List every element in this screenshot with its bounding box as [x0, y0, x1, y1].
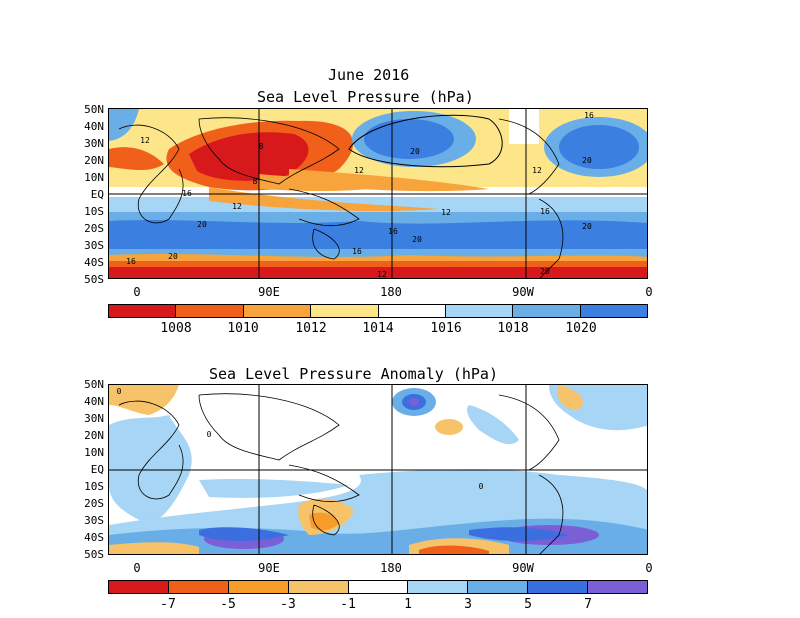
slp-map: 12 8 8 12 12 16 12 20 16 20 20 16 16 12 … — [108, 108, 648, 279]
anomaly-map-graphic: 0 0 0 — [109, 385, 647, 554]
colorbar-label: -7 — [160, 597, 176, 612]
colorbar-swatch — [109, 305, 177, 317]
chart-title-slp: Sea Level Pressure (hPa) — [257, 88, 474, 106]
anomaly-map: 0 0 0 — [108, 384, 648, 555]
lat-label: 50S — [84, 548, 104, 561]
lon-label: 90E — [258, 285, 280, 299]
lat-label: 20N — [84, 429, 104, 442]
lat-label: 20S — [84, 497, 104, 510]
lat-label: 30N — [84, 412, 104, 425]
contour-label: 16 — [584, 111, 594, 120]
colorbar-swatch — [408, 581, 469, 593]
lat-label: 40S — [84, 531, 104, 544]
slp-colorbar — [108, 304, 648, 318]
lat-label: 40N — [84, 395, 104, 408]
anomaly-colorbar — [108, 580, 648, 594]
colorbar-label: 3 — [464, 597, 472, 612]
colorbar-label: 1010 — [227, 321, 259, 336]
slp-map-graphic: 12 8 8 12 12 16 12 20 16 20 20 16 16 12 … — [109, 109, 647, 279]
contour-label: 20 — [168, 252, 178, 261]
colorbar-label: 1014 — [362, 321, 394, 336]
contour-label: 16 — [540, 207, 550, 216]
lat-label: EQ — [90, 463, 104, 476]
contour-label: 20 — [582, 222, 592, 231]
lon-label: 180 — [380, 285, 402, 299]
lon-label: 90W — [512, 561, 534, 575]
colorbar-swatch — [288, 581, 349, 593]
lat-label: 50S — [84, 273, 104, 286]
contour-label: 0 — [207, 430, 212, 439]
contour-label: 20 — [412, 235, 422, 244]
colorbar-swatch — [588, 581, 648, 593]
contour-label: 16 — [352, 247, 362, 256]
colorbar-swatch — [311, 305, 379, 317]
contour-label: 12 — [441, 208, 451, 217]
colorbar-swatch — [176, 305, 244, 317]
colorbar-swatch — [445, 305, 514, 317]
colorbar-swatch — [528, 581, 589, 593]
contour-label: 8 — [259, 142, 264, 151]
colorbar-swatch — [109, 581, 169, 593]
colorbar-swatch — [228, 581, 289, 593]
colorbar-swatch — [243, 305, 312, 317]
colorbar-swatch — [513, 305, 581, 317]
colorbar-label: 1016 — [430, 321, 462, 336]
lon-label: 0 — [645, 561, 653, 575]
contour-label: 8 — [253, 177, 258, 186]
contour-label: 12 — [377, 270, 387, 279]
colorbar-label: 1012 — [295, 321, 327, 336]
lat-label: 10S — [84, 480, 104, 493]
lat-label: 30S — [84, 514, 104, 527]
contour-label: 20 — [540, 267, 550, 276]
contour-label: 0 — [117, 387, 122, 396]
lon-label: 180 — [380, 561, 402, 575]
colorbar-label: -1 — [340, 597, 356, 612]
contour-label: 12 — [232, 202, 242, 211]
lon-label: 0 — [133, 285, 141, 299]
colorbar-swatch — [468, 581, 529, 593]
contour-label: 12 — [532, 166, 542, 175]
chart-title-anomaly: Sea Level Pressure Anomaly (hPa) — [209, 365, 498, 383]
colorbar-label: 1018 — [497, 321, 529, 336]
colorbar-swatch — [580, 305, 647, 317]
lon-label: 90E — [258, 561, 280, 575]
colorbar-label: 7 — [584, 597, 592, 612]
lat-label: 50N — [84, 103, 104, 116]
lat-label: 20S — [84, 222, 104, 235]
contour-label: 20 — [410, 147, 420, 156]
lat-label: 30S — [84, 239, 104, 252]
colorbar-label: 1008 — [160, 321, 192, 336]
lat-label: 10S — [84, 205, 104, 218]
lon-label: 0 — [133, 561, 141, 575]
contour-label: 0 — [479, 482, 484, 491]
contour-label: 16 — [388, 227, 398, 236]
lat-label: 10N — [84, 171, 104, 184]
contour-label: 20 — [197, 220, 207, 229]
contour-label: 12 — [140, 136, 150, 145]
lon-label: 0 — [645, 285, 653, 299]
contour-label: 16 — [126, 257, 136, 266]
lat-label: 50N — [84, 378, 104, 391]
lat-label: 10N — [84, 446, 104, 459]
colorbar-swatch — [378, 305, 446, 317]
colorbar-label: 5 — [524, 597, 532, 612]
colorbar-label: -5 — [220, 597, 236, 612]
lat-label: 30N — [84, 137, 104, 150]
lon-label: 90W — [512, 285, 534, 299]
colorbar-label: 1020 — [565, 321, 597, 336]
lat-label: EQ — [90, 188, 104, 201]
contour-label: 16 — [182, 189, 192, 198]
colorbar-label: -3 — [280, 597, 296, 612]
chart-title-month: June 2016 — [328, 66, 410, 84]
colorbar-swatch — [168, 581, 229, 593]
lat-label: 40N — [84, 120, 104, 133]
contour-label: 20 — [582, 156, 592, 165]
colorbar-swatch — [348, 581, 409, 593]
lat-label: 40S — [84, 256, 104, 269]
colorbar-label: 1 — [404, 597, 412, 612]
contour-label: 12 — [354, 166, 364, 175]
lat-label: 20N — [84, 154, 104, 167]
